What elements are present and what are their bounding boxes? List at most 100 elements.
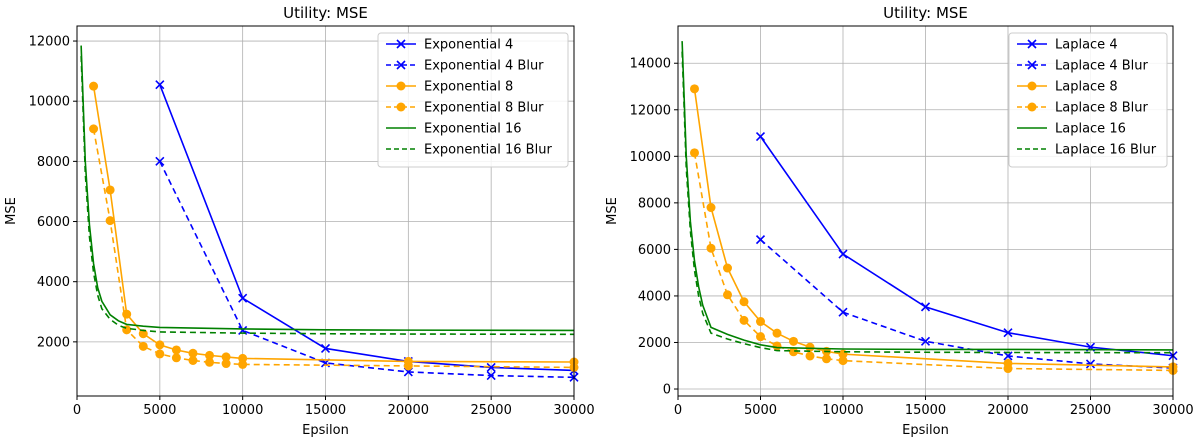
series-laplace-16-blur <box>681 51 1174 354</box>
data-point-x-marker <box>155 156 165 166</box>
legend-marker <box>396 81 406 91</box>
y-tick-label: 10000 <box>630 150 671 165</box>
legend-box <box>1008 32 1168 168</box>
data-point-x-marker <box>1085 359 1096 369</box>
series-laplace-8-blur <box>690 148 1178 375</box>
x-tick-label: 15000 <box>305 403 346 418</box>
data-point-x-marker <box>838 307 848 317</box>
y-tick-label: 8000 <box>638 196 671 211</box>
x-tick-label: 30000 <box>1152 403 1193 418</box>
data-point-x-marker <box>486 370 496 381</box>
data-point-x-marker <box>755 235 766 245</box>
data-point-marker <box>739 315 749 325</box>
legend-label: Laplace 4 <box>1055 38 1118 53</box>
data-point-x-marker <box>1003 328 1013 338</box>
series-line <box>693 152 1174 372</box>
x-tick-label: 20000 <box>987 403 1028 418</box>
data-point-marker <box>690 84 699 94</box>
data-point-marker <box>171 345 181 355</box>
x-axis-label: Epsilon <box>902 423 949 438</box>
data-point-marker <box>772 328 782 338</box>
legend-label: Exponential 16 <box>424 122 522 137</box>
data-point-marker <box>205 350 215 360</box>
data-point-marker <box>138 329 148 339</box>
data-point-marker <box>221 352 231 362</box>
x-tick-label: 30000 <box>553 403 594 418</box>
y-tick-label: 6000 <box>37 215 70 230</box>
series-exponential-16-blur <box>80 56 575 336</box>
legend-marker <box>396 60 406 70</box>
data-point-x-marker <box>755 131 766 142</box>
legend-label: Laplace 16 Blur <box>1055 143 1157 158</box>
data-point-marker <box>188 356 198 366</box>
data-point-marker <box>789 336 798 346</box>
series-exponential-16 <box>80 45 575 332</box>
series-line <box>159 161 575 379</box>
data-point-x-marker <box>920 336 931 346</box>
data-point-marker <box>723 263 732 273</box>
data-point-marker <box>706 203 716 213</box>
data-point-marker <box>772 341 782 351</box>
y-tick-label: 2000 <box>37 335 70 350</box>
y-axis-label: MSE <box>605 197 620 225</box>
y-tick-label: 12000 <box>630 103 671 118</box>
data-point-marker <box>138 341 148 351</box>
legend-marker <box>1027 102 1037 112</box>
legend-marker <box>1027 39 1037 49</box>
y-tick-label: 6000 <box>638 243 671 258</box>
x-tick-label: 10000 <box>222 403 263 418</box>
series-line <box>693 88 1174 368</box>
series-line <box>92 86 575 363</box>
chart-2: 0 5000 10000 15000 20000 25000 30000 0 2000 4000 6… <box>605 4 1194 438</box>
legend-marker <box>1027 81 1037 91</box>
data-point-marker <box>739 297 749 307</box>
data-point-marker <box>690 148 699 158</box>
series-laplace-16 <box>681 41 1174 351</box>
y-axis-label: MSE <box>4 197 19 225</box>
data-point-marker <box>238 359 248 369</box>
legend-label: Exponential 8 <box>424 80 513 95</box>
series-exponential-4-blur <box>155 156 579 382</box>
series-line <box>92 128 575 369</box>
legend: Exponential 4 Exponential 4 Blur Exponenti… <box>377 32 569 168</box>
y-tick-label: 4000 <box>638 289 671 304</box>
data-point-marker <box>805 351 815 361</box>
data-point-marker <box>805 342 815 352</box>
legend-box <box>377 32 569 168</box>
data-point-marker <box>89 124 99 134</box>
data-point-marker <box>756 317 765 327</box>
series-line <box>159 84 575 372</box>
data-point-marker <box>838 356 848 366</box>
series-exponential-8-blur <box>89 124 579 372</box>
data-point-marker <box>403 361 413 371</box>
data-point-marker <box>822 354 831 364</box>
y-tick-label: 4000 <box>37 275 70 290</box>
legend: Laplace 4 Laplace 4 Blur Laplace 8 Laplace … <box>1008 32 1168 168</box>
data-point-marker <box>105 216 115 226</box>
data-point-x-marker <box>1003 351 1013 361</box>
data-point-marker <box>723 290 732 300</box>
x-axis-label: Epsilon <box>302 423 349 438</box>
legend-label: Exponential 8 Blur <box>424 101 544 116</box>
data-point-marker <box>205 357 215 367</box>
data-point-marker <box>789 347 798 357</box>
legend-label: Laplace 8 Blur <box>1055 101 1148 116</box>
x-tick-label: 5000 <box>744 403 777 418</box>
series-line <box>759 239 1174 369</box>
legend-marker <box>396 102 406 112</box>
data-point-marker <box>171 353 181 363</box>
series-line <box>80 56 575 336</box>
data-point-marker <box>89 81 99 91</box>
y-tick-label: 2000 <box>638 336 671 351</box>
series-line <box>681 41 1174 351</box>
series-line <box>681 51 1174 354</box>
data-point-x-marker <box>155 80 165 90</box>
data-point-x-marker <box>920 302 931 312</box>
legend-marker <box>396 39 406 49</box>
data-point-marker <box>155 349 165 359</box>
x-tick-label: 0 <box>73 403 81 418</box>
y-tick-label: 10000 <box>29 95 70 110</box>
series-line <box>759 136 1174 357</box>
x-tick-label: 10000 <box>822 403 863 418</box>
